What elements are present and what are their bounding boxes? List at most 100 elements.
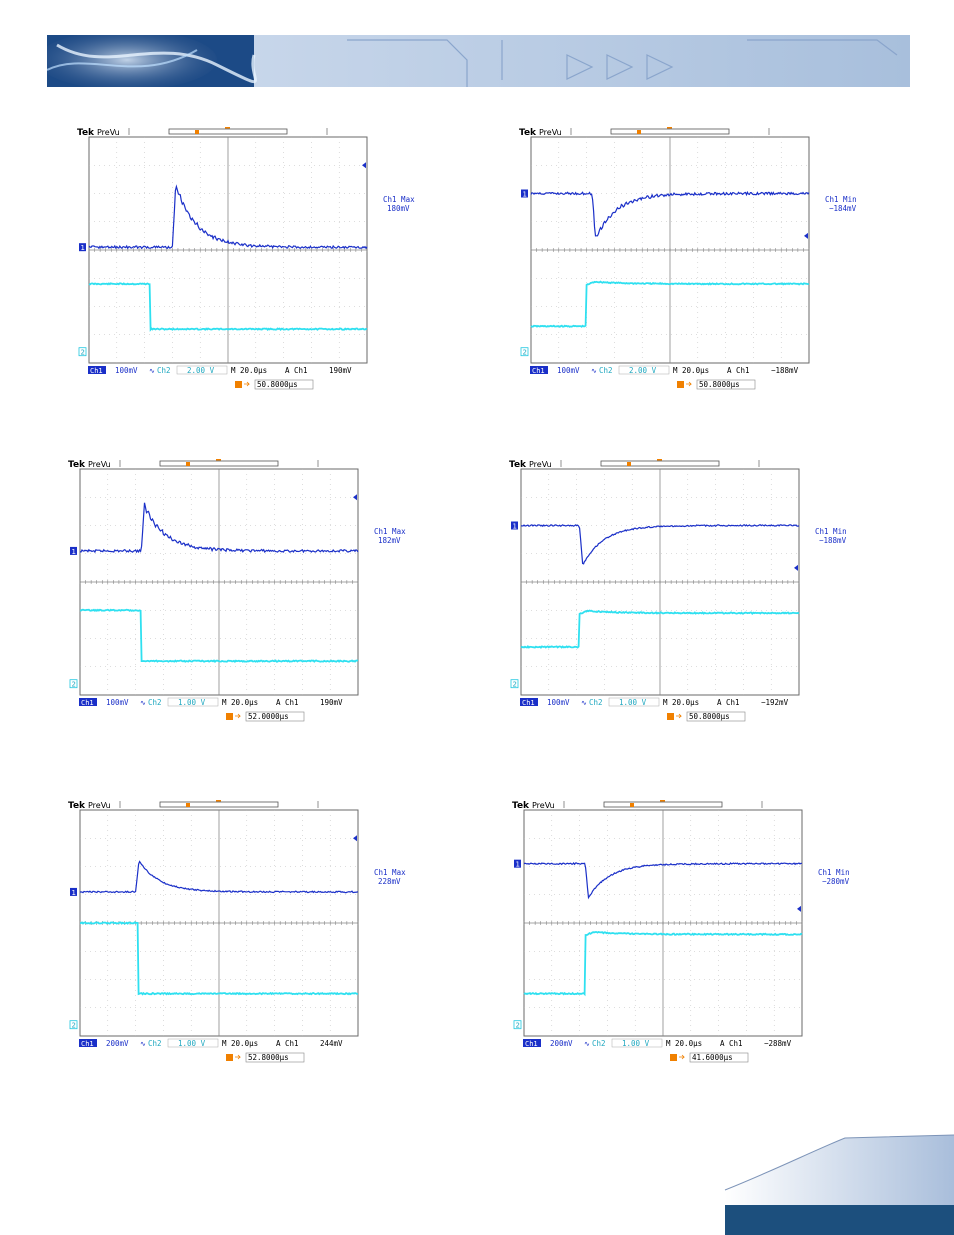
ch1-status-box <box>88 366 106 374</box>
measurement-label: Ch1 Min <box>818 868 850 877</box>
cursor-time: 50.8000µs <box>699 380 740 389</box>
ch2-waveform <box>530 280 810 328</box>
oscilloscope-chart: TekPreVuT12Ch1 Min−188mVCh1100mV∿Ch21.00… <box>509 459 847 722</box>
timebase: M 20.0µs <box>663 698 699 707</box>
cursor-arrow-icon <box>235 1054 241 1060</box>
trigger-level-arrow <box>353 494 357 501</box>
trigger-source: A Ch1 <box>276 1039 299 1048</box>
ch1-status-box <box>520 698 538 706</box>
cursor-arrow-icon <box>244 381 250 387</box>
ch2-ground-marker-label: 2 <box>81 349 85 357</box>
ch2-ground-marker <box>69 679 78 689</box>
record-bar-position-marker <box>186 803 190 807</box>
ch2-ground-marker <box>510 679 519 689</box>
ch2-status-box-label: Ch2 <box>157 366 171 375</box>
scope-brand: Tek <box>68 460 86 470</box>
scope-brand: Tek <box>519 128 537 138</box>
cursor-time-box <box>245 711 305 722</box>
ch1-ground-marker <box>70 887 77 896</box>
measurement-label: Ch1 Min <box>815 527 847 536</box>
measurement-value: 180mV <box>387 204 410 213</box>
oscilloscope-chart: TekPreVuT12Ch1 Max182mVCh1100mV∿Ch21.00 … <box>68 459 406 722</box>
ch2-status-box-label: Ch2 <box>148 698 162 707</box>
status-bar <box>87 365 369 375</box>
trigger-level-arrow <box>797 905 801 912</box>
ch2-ground-marker-label: 2 <box>513 681 517 689</box>
scope-mode: PreVu <box>532 801 555 810</box>
cursor-time: 41.6000µs <box>692 1053 733 1062</box>
cursor-time-box <box>689 1052 749 1063</box>
ch1-volts-per-div: 200mV <box>106 1039 129 1048</box>
trigger-level: 190mV <box>320 698 343 707</box>
graticule <box>523 809 803 1037</box>
trigger-level: 244mV <box>320 1039 343 1048</box>
cursor-time: 52.8000µs <box>248 1053 289 1062</box>
ch2-volts-per-div: 2.00 V <box>629 366 657 375</box>
ch2-volts-box <box>176 365 228 375</box>
ch1-ground-marker-label: 1 <box>81 244 85 252</box>
cursor-time-box <box>696 379 756 390</box>
measurement-value: −184mV <box>829 204 857 213</box>
ch2-status-box-label: Ch2 <box>599 366 613 375</box>
record-bar-position-marker <box>637 130 641 134</box>
cursor-time-box <box>254 379 314 390</box>
ch1-status-box-label: Ch1 <box>532 367 545 375</box>
scope-mode: PreVu <box>97 128 120 137</box>
record-bar <box>603 801 723 808</box>
ch1-ground-marker-label: 1 <box>516 861 520 869</box>
ch1-volts-per-div: 100mV <box>547 698 570 707</box>
ch1-waveform <box>79 860 359 894</box>
cursor-time-box <box>245 1052 305 1063</box>
ch1-status-box <box>523 1039 541 1047</box>
measurement-value: −280mV <box>822 877 850 886</box>
ch1-volts-per-div: 100mV <box>557 366 580 375</box>
measurement-label: Ch1 Max <box>374 868 406 877</box>
ch2-ground-marker-label: 2 <box>516 1022 520 1030</box>
scope-capture-2: TekPreVuT12Ch1 Min−184mVCh1100mV∿Ch22.00… <box>519 125 857 415</box>
ch2-ground-marker <box>69 1020 78 1030</box>
scope-mode: PreVu <box>529 460 552 469</box>
ch2-status-box-label: Ch2 <box>148 1039 162 1048</box>
trigger-position-marker <box>660 800 665 802</box>
graticule <box>79 468 359 696</box>
ch1-waveform <box>520 524 800 565</box>
footer-decoration <box>724 1134 954 1235</box>
oscilloscope-chart: TekPreVuT12Ch1 Min−280mVCh1200mV∿Ch21.00… <box>512 800 850 1063</box>
cursor-t-icon <box>677 381 684 388</box>
ch1-waveform <box>523 862 802 900</box>
ch2-ground-marker <box>78 347 87 357</box>
timebase: M 20.0µs <box>231 366 267 375</box>
cursor-arrow-icon <box>679 1054 685 1060</box>
cursor-t-icon <box>670 1054 677 1061</box>
ch1-status-box-label: Ch1 <box>90 367 103 375</box>
ch1-status-box-label: Ch1 <box>81 1040 94 1048</box>
trigger-position-marker <box>216 459 221 461</box>
ch1-waveform <box>88 184 368 250</box>
trigger-position-marker <box>216 800 221 802</box>
oscilloscope-chart: TekPreVuT12Ch1 Max180mVCh1100mV∿Ch22.00 … <box>77 127 415 390</box>
cursor-t-icon <box>226 1054 233 1061</box>
record-bar <box>600 460 720 467</box>
scope-capture-4: TekPreVuT12Ch1 Min−188mVCh1100mV∿Ch21.00… <box>509 457 847 747</box>
ch2-ground-marker <box>520 347 529 357</box>
ch1-ground-marker-label: 1 <box>72 548 76 556</box>
cursor-time: 50.8000µs <box>689 712 730 721</box>
ch2-waveform <box>79 608 359 663</box>
scope-capture-6: TekPreVuT12Ch1 Min−280mVCh1200mV∿Ch21.00… <box>512 798 850 1088</box>
trigger-source: A Ch1 <box>720 1039 743 1048</box>
ch2-volts-box <box>618 365 670 375</box>
bw-limit-icon: ∿ <box>584 1040 590 1048</box>
bw-limit-icon: ∿ <box>140 1040 146 1048</box>
trigger-level-arrow <box>362 162 366 169</box>
cursor-time: 52.0000µs <box>248 712 289 721</box>
record-bar-position-marker <box>186 462 190 466</box>
ch1-ground-marker <box>70 546 77 555</box>
scope-capture-3: TekPreVuT12Ch1 Max182mVCh1100mV∿Ch21.00 … <box>68 457 406 747</box>
measurement-label: Ch1 Max <box>383 195 415 204</box>
record-bar <box>159 801 279 808</box>
trigger-source: A Ch1 <box>285 366 308 375</box>
timebase: M 20.0µs <box>666 1039 702 1048</box>
ch2-volts-box <box>608 697 660 707</box>
cursor-arrow-icon <box>676 713 682 719</box>
measurement-label: Ch1 Max <box>374 527 406 536</box>
